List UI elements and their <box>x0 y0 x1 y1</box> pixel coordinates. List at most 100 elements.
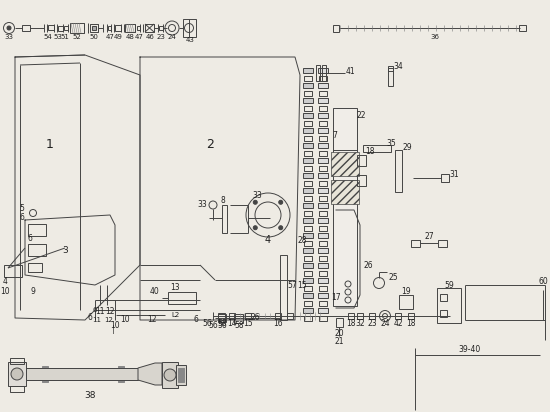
Bar <box>319 150 327 155</box>
Bar <box>319 286 327 290</box>
Text: 14: 14 <box>227 318 237 328</box>
Text: 47: 47 <box>135 34 144 40</box>
Circle shape <box>7 26 11 30</box>
Text: 41: 41 <box>345 66 355 75</box>
Bar <box>411 240 420 247</box>
Bar <box>4 265 22 277</box>
Bar <box>304 120 312 126</box>
Bar <box>304 300 312 306</box>
Bar <box>319 75 327 80</box>
Bar <box>388 66 393 71</box>
Text: 10: 10 <box>110 321 120 330</box>
Bar <box>303 218 313 223</box>
Bar <box>304 316 312 321</box>
Text: 42: 42 <box>393 318 403 328</box>
Bar <box>90 24 98 32</box>
Bar <box>287 313 293 319</box>
Bar <box>304 196 312 201</box>
Bar <box>304 105 312 110</box>
Bar <box>304 143 312 148</box>
Text: 6: 6 <box>28 234 32 243</box>
Bar <box>440 294 447 301</box>
Bar <box>26 368 138 380</box>
Bar <box>304 91 312 96</box>
Bar <box>245 313 251 319</box>
Text: 4: 4 <box>265 235 271 245</box>
Circle shape <box>279 226 283 230</box>
Bar <box>304 225 312 230</box>
Bar <box>318 68 328 73</box>
Bar <box>218 314 226 322</box>
Bar <box>10 386 24 392</box>
Bar <box>318 278 328 283</box>
Bar <box>318 248 328 253</box>
Circle shape <box>164 369 176 381</box>
Text: 29: 29 <box>402 143 412 152</box>
Text: 39-40: 39-40 <box>459 346 481 354</box>
Bar <box>319 120 327 126</box>
Bar <box>303 293 313 298</box>
Bar <box>318 233 328 238</box>
Text: 27: 27 <box>424 232 434 241</box>
Bar <box>318 158 328 163</box>
Bar <box>70 23 84 33</box>
Bar <box>319 143 327 148</box>
Bar <box>319 300 327 306</box>
Bar <box>218 312 225 319</box>
Bar <box>319 225 327 230</box>
Bar <box>108 26 111 30</box>
Bar <box>162 362 178 388</box>
Text: 20: 20 <box>334 328 344 337</box>
Text: 26: 26 <box>363 260 373 269</box>
Text: 33: 33 <box>197 199 207 208</box>
Text: 6: 6 <box>194 316 199 325</box>
Bar <box>304 180 312 185</box>
Text: 12: 12 <box>105 307 115 316</box>
Text: 4: 4 <box>3 278 8 286</box>
Bar <box>319 263 327 268</box>
Text: 6: 6 <box>93 307 97 313</box>
Text: 17: 17 <box>331 293 341 302</box>
Bar <box>303 83 313 88</box>
Text: 28: 28 <box>297 236 307 244</box>
Bar <box>319 98 327 103</box>
Bar <box>318 308 328 313</box>
Bar <box>304 173 312 178</box>
Bar <box>319 173 327 178</box>
Bar <box>319 136 327 140</box>
Text: 54: 54 <box>43 34 52 40</box>
Text: 34: 34 <box>393 61 403 70</box>
Bar <box>319 91 327 96</box>
Bar <box>304 241 312 246</box>
Text: 26: 26 <box>250 314 260 323</box>
Bar <box>304 203 312 208</box>
Bar <box>319 255 327 260</box>
Bar <box>303 233 313 238</box>
Bar <box>303 263 313 268</box>
Bar <box>304 293 312 298</box>
Bar <box>357 175 366 186</box>
Bar <box>304 218 312 223</box>
Bar <box>440 310 447 317</box>
Bar <box>48 25 54 30</box>
Circle shape <box>279 200 283 204</box>
Bar <box>137 26 140 30</box>
Text: 21: 21 <box>334 337 344 346</box>
Text: 15: 15 <box>243 318 253 328</box>
Text: 35: 35 <box>386 138 396 147</box>
Bar <box>319 203 327 208</box>
Bar <box>28 263 42 272</box>
Bar <box>318 293 328 298</box>
Bar <box>399 295 413 309</box>
Text: 16: 16 <box>273 318 283 328</box>
Bar <box>303 173 313 178</box>
Bar <box>318 98 328 103</box>
Text: 48: 48 <box>125 34 134 40</box>
Text: 31: 31 <box>449 169 459 178</box>
Bar <box>336 318 343 327</box>
Text: 19: 19 <box>401 288 411 297</box>
Bar <box>178 368 184 382</box>
Text: 36: 36 <box>431 34 439 40</box>
Text: 59: 59 <box>444 281 454 290</box>
Bar <box>319 180 327 185</box>
